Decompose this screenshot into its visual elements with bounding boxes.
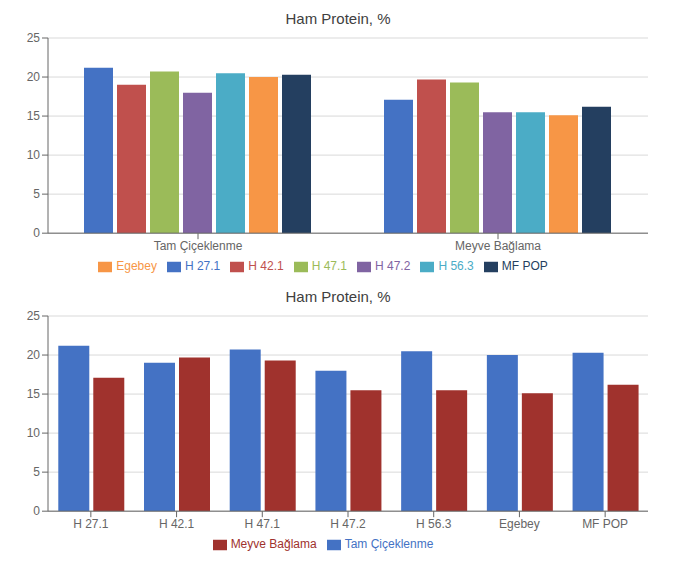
svg-text:MF POP: MF POP bbox=[582, 517, 628, 531]
svg-text:25: 25 bbox=[27, 309, 41, 323]
svg-text:20: 20 bbox=[27, 70, 41, 84]
html-text:H 56.3: H 56.3 bbox=[438, 259, 474, 274]
html-text:Ham Protein, %: Ham Protein, % bbox=[285, 10, 391, 27]
svg-text:H 42.1: H 42.1 bbox=[159, 517, 195, 531]
svg-text:0: 0 bbox=[33, 226, 40, 240]
svg-text:10: 10 bbox=[27, 148, 41, 162]
svg-text:5: 5 bbox=[33, 187, 40, 201]
html-text:MF POP: MF POP bbox=[501, 259, 548, 274]
html-text:Meyve Bağlama: Meyve Bağlama bbox=[230, 537, 317, 552]
html-text:Egebey: Egebey bbox=[116, 259, 157, 274]
svg-text:Egebey: Egebey bbox=[499, 517, 540, 531]
html-text:H 27.1: H 27.1 bbox=[184, 259, 221, 274]
html-text:H 42.1: H 42.1 bbox=[248, 259, 284, 274]
svg-text:5: 5 bbox=[33, 465, 40, 479]
svg-text:H 47.2: H 47.2 bbox=[330, 517, 366, 531]
svg-text:Meyve Bağlama: Meyve Bağlama bbox=[455, 239, 541, 253]
html-text:H 47.1: H 47.1 bbox=[311, 259, 347, 274]
svg-text:Tam Çiçeklenme: Tam Çiçeklenme bbox=[154, 239, 243, 253]
svg-text:10: 10 bbox=[27, 426, 41, 440]
svg-text:15: 15 bbox=[27, 109, 41, 123]
html-text:Tam Çiçeklenme: Tam Çiçeklenme bbox=[344, 537, 434, 552]
svg-text:20: 20 bbox=[27, 348, 41, 362]
svg-text:H 47.1: H 47.1 bbox=[245, 517, 281, 531]
svg-text:H 56.3: H 56.3 bbox=[416, 517, 452, 531]
svg-text:15: 15 bbox=[27, 387, 41, 401]
svg-text:0: 0 bbox=[33, 504, 40, 518]
svg-text:H 27.1: H 27.1 bbox=[73, 517, 109, 531]
svg-text:25: 25 bbox=[27, 31, 41, 45]
html-text:H 47.2: H 47.2 bbox=[375, 259, 411, 274]
html-text:Ham Protein, %: Ham Protein, % bbox=[285, 288, 391, 305]
